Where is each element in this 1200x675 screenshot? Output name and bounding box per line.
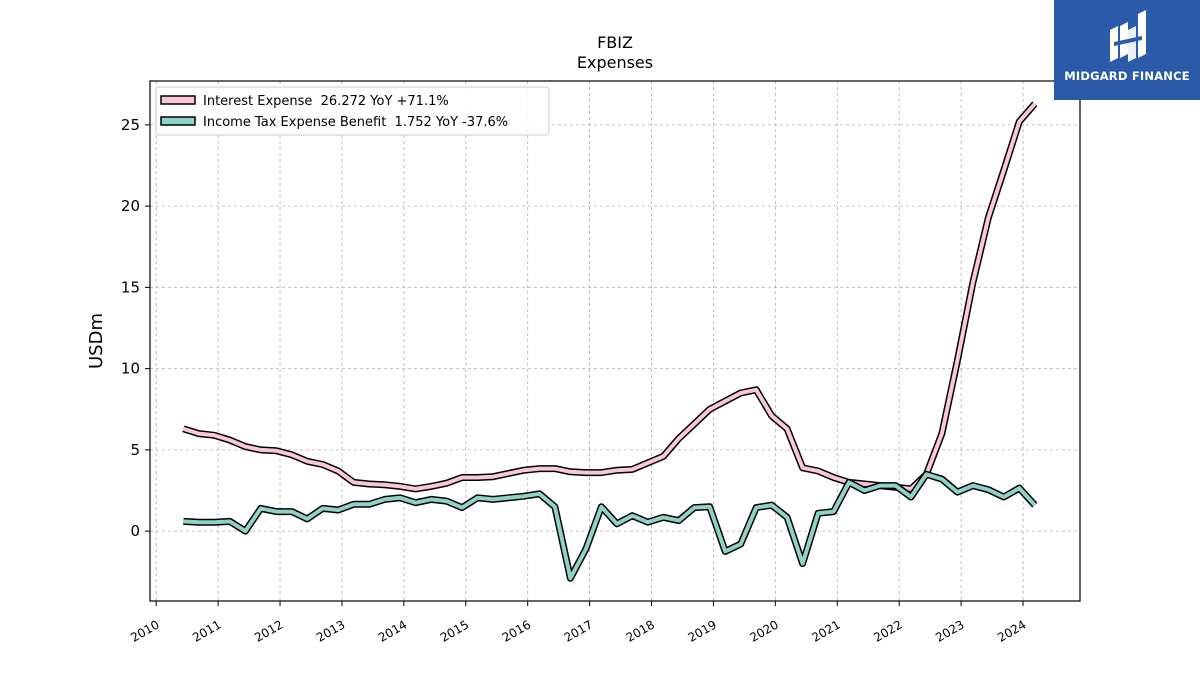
- x-tick-label: 2014: [376, 617, 409, 644]
- legend-label-1: Interest Expense 26.272 YoY +71.1%: [203, 94, 449, 109]
- y-tick-label: 15: [121, 278, 140, 296]
- legend: Interest Expense 26.272 YoY +71.1% Income…: [155, 86, 550, 136]
- logo-text: MIDGARD FINANCE: [1064, 69, 1190, 83]
- y-tick-label: 20: [121, 197, 140, 215]
- series-1: [182, 101, 1038, 493]
- x-tick-label: 2011: [190, 617, 223, 644]
- x-tick-label: 2024: [995, 617, 1028, 644]
- y-tick-label: 25: [121, 116, 140, 134]
- series-1-line: [182, 102, 1037, 491]
- y-tick-label: 10: [121, 360, 140, 378]
- x-tick-label: 2012: [252, 617, 285, 644]
- x-tick-label: 2019: [685, 617, 718, 644]
- series-2-line: [183, 472, 1037, 581]
- y-axis-label: USDm: [86, 313, 107, 369]
- legend-box: [155, 86, 550, 136]
- series-2: [183, 470, 1038, 582]
- x-tick-label: 2018: [624, 617, 657, 644]
- chart-title: FBIZ: [597, 33, 633, 52]
- series-1-outline: [182, 101, 1038, 493]
- x-tick-label: 2023: [933, 617, 966, 644]
- y-tick-label: 5: [130, 441, 140, 459]
- x-tick-label: 2010: [128, 617, 161, 644]
- x-tick-label: 2021: [809, 617, 842, 644]
- plot-frame: [149, 80, 1081, 602]
- logo-mark-icon: [1110, 10, 1146, 62]
- series-layer: [182, 101, 1038, 582]
- y-tick-label: 0: [130, 522, 140, 540]
- x-tick-label: 2013: [314, 617, 347, 644]
- legend-label-2: Income Tax Expense Benefit 1.752 YoY -37…: [203, 115, 508, 130]
- legend-swatch-2: [160, 116, 196, 126]
- x-tick-label: 2016: [500, 617, 533, 644]
- brand-logo: MIDGARD FINANCE: [1054, 0, 1200, 100]
- x-tick-label: 2020: [747, 617, 780, 644]
- chart-subtitle: Expenses: [577, 53, 653, 72]
- legend-swatch-1: [160, 95, 196, 105]
- x-tick-label: 2017: [562, 617, 595, 644]
- series-2-outline: [183, 470, 1038, 582]
- x-tick-label: 2022: [871, 617, 904, 644]
- x-tick-label: 2015: [438, 617, 471, 644]
